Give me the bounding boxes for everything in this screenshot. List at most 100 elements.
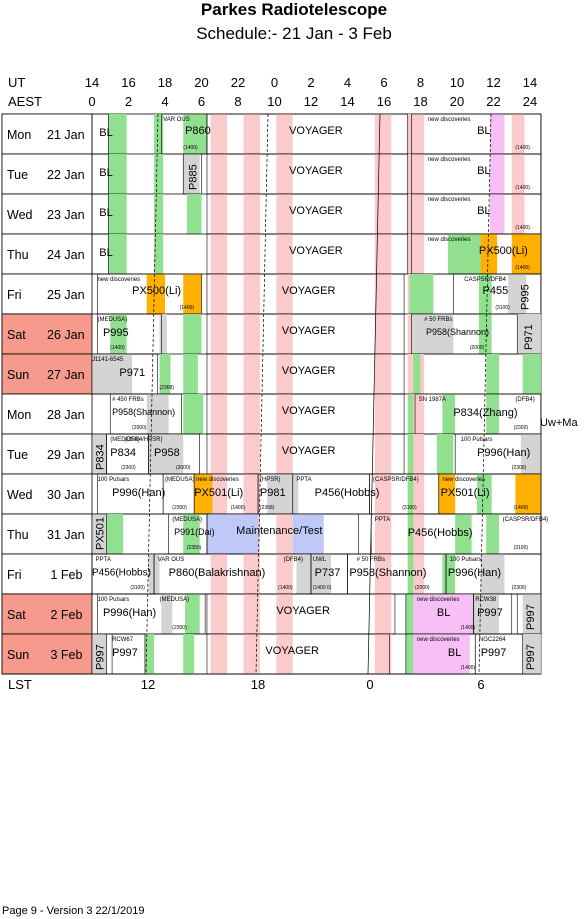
day-label: Fri 25 Jan [7, 288, 85, 302]
aest-tick-label: 18 [413, 94, 428, 109]
day-row: Thu 31 Jan PX501 (MEDUSA) P991(Dai) (2350) Mai… [1, 513, 549, 555]
day-row: Wed 23 Jan BL VOYAGER new discoveries BL (1400… [1, 193, 542, 235]
block-label: BL [99, 167, 112, 179]
block-label: NGC2264 [479, 637, 506, 643]
block-label: P996(Han) [112, 487, 165, 499]
day-date: 25 Jan [47, 288, 85, 302]
block-label: VOYAGER [282, 405, 336, 417]
schedule-band [276, 514, 293, 554]
block-label: P996(Han) [103, 607, 156, 619]
block-label: P971 [119, 367, 145, 379]
schedule-band [210, 234, 228, 274]
aest-tick-label: 12 [303, 94, 319, 109]
day-cell [1, 553, 93, 595]
aest-tick-label: 22 [486, 94, 501, 109]
block-label: P995 [520, 284, 532, 310]
block-label: SN 1987A [419, 397, 446, 403]
schedule-band [407, 434, 414, 474]
schedule-band [194, 474, 213, 514]
block-label: new discoveries [417, 637, 460, 643]
block-label: PX500(Li) [132, 285, 181, 297]
schedule-band [243, 274, 260, 314]
aest-tick-label: 16 [376, 94, 392, 109]
schedule-band [522, 354, 541, 394]
block-label: P971 [523, 324, 535, 350]
ut-tick-label: 6 [380, 75, 388, 90]
ut-tick-label: 2 [307, 75, 315, 90]
block-label: VOYAGER [282, 365, 336, 377]
schedule-band [110, 314, 127, 354]
block-label: P997 [525, 644, 537, 670]
block-label: (1400) [461, 665, 476, 671]
lst-tick-label: 18 [250, 677, 266, 692]
day-label: Tue 22 Jan [7, 168, 85, 182]
schedule-band [108, 114, 127, 154]
schedule-band [276, 394, 293, 434]
day-label: Mon 21 Jan [7, 128, 85, 142]
block-label: (CASPSR/DFB4) [503, 517, 549, 523]
block-label: (DFB4) [515, 397, 534, 403]
block-label: VOYAGER [289, 165, 343, 177]
aest-tick-label: 2 [124, 94, 133, 109]
block-label: (1400) [461, 625, 476, 631]
block-label: (1400) [515, 265, 530, 271]
block-label: VOYAGER [289, 205, 343, 217]
block-label: PPTA [96, 557, 111, 563]
block-label: J1141-6545 [92, 357, 124, 363]
schedule-band [413, 354, 421, 394]
schedule-band [489, 154, 505, 194]
day-date: 30 Jan [47, 488, 85, 502]
day-cell [1, 153, 93, 195]
block-label: (2000) [470, 345, 485, 351]
schedule-band [183, 634, 195, 674]
day-cell [1, 433, 93, 475]
day-label: Thu 24 Jan [7, 248, 85, 262]
day-cell [1, 593, 93, 635]
schedule-band [206, 514, 259, 554]
schedule-band [478, 274, 492, 314]
schedule-band [511, 114, 525, 154]
block-label: VOYAGER [282, 285, 336, 297]
schedule-band [210, 354, 228, 394]
ut-tick-label: 4 [343, 75, 352, 90]
ut-tick-label: 20 [194, 75, 209, 90]
schedule-band [154, 154, 164, 194]
schedule-band [210, 314, 228, 354]
block-label: (1400) [515, 145, 530, 151]
block-label: UWL [313, 557, 327, 563]
schedule-band [154, 234, 164, 274]
day-row: Tue 22 Jan BL P885 VOYAGER new discoveries BL (… [1, 153, 542, 195]
schedule-band [106, 514, 124, 554]
aest-tick-label: 20 [449, 94, 465, 109]
schedule-band [413, 594, 474, 634]
schedule-band [374, 514, 392, 554]
schedule-band [210, 274, 228, 314]
schedule-band [210, 434, 228, 474]
block-label: (2368) [160, 385, 175, 391]
block-label: P885 [187, 164, 199, 190]
block-label: (HPSR) [260, 477, 281, 483]
day-of-week: Tue [7, 448, 28, 462]
schedule-band [276, 594, 293, 634]
schedule-band [374, 434, 392, 474]
day-date: 1 Feb [47, 568, 82, 582]
schedule-band [455, 514, 472, 554]
day-label: Sat 2 Feb [7, 608, 82, 622]
schedule-band [407, 514, 414, 554]
day-cell [1, 513, 93, 555]
block-label: (2000) [132, 425, 147, 431]
block-label: VAR OUS [163, 117, 190, 123]
schedule-band [144, 634, 155, 674]
block-label: (1400) [231, 505, 246, 511]
schedule-band [407, 474, 414, 514]
lst-tick-label: 12 [140, 677, 156, 692]
ut-tick-label: 14 [522, 75, 538, 90]
day-of-week: Wed [7, 208, 33, 222]
schedule-band [276, 234, 293, 274]
block-label: P997 [112, 647, 138, 659]
day-row: Sat 2 Feb 100 Pulsars P996(Han) (MEDUSA) (23… [1, 593, 542, 635]
block-label: BL [99, 127, 112, 139]
block-label: P834 [94, 444, 106, 470]
block-label: PX501(Li) [441, 487, 490, 499]
schedule-band [374, 234, 392, 274]
